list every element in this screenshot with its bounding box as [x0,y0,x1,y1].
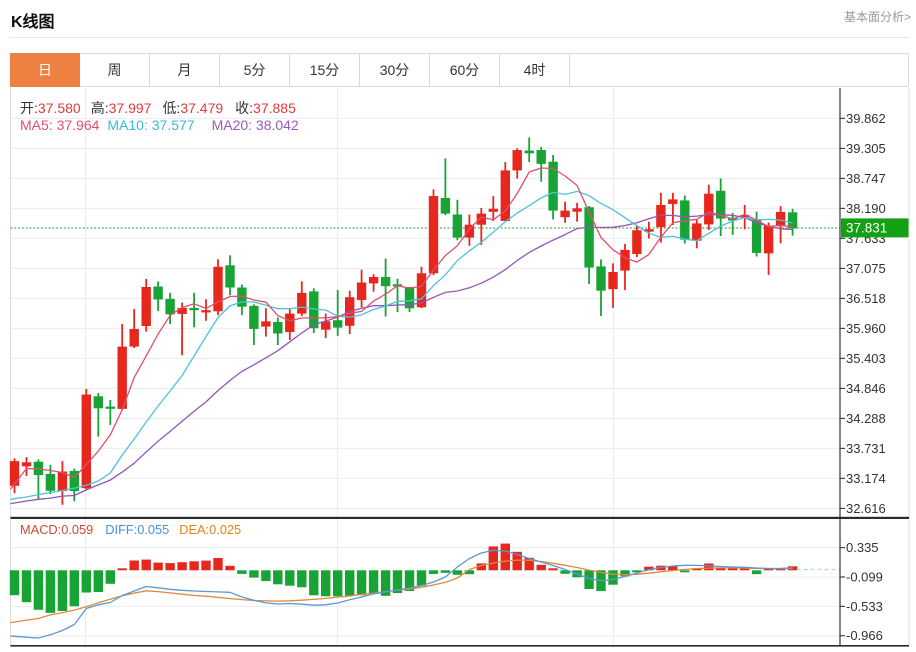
svg-text:-0.966: -0.966 [846,628,883,643]
svg-text:39.862: 39.862 [846,111,886,126]
svg-text:-0.099: -0.099 [846,570,883,585]
svg-text:34.846: 34.846 [846,381,886,396]
svg-text:35.960: 35.960 [846,321,886,336]
svg-text:35.403: 35.403 [846,351,886,366]
svg-text:33.731: 33.731 [846,441,886,456]
svg-text:38.747: 38.747 [846,171,886,186]
svg-text:39.305: 39.305 [846,141,886,156]
svg-text:0.335: 0.335 [846,540,879,555]
svg-text:37.075: 37.075 [846,261,886,276]
svg-text:38.190: 38.190 [846,201,886,216]
svg-text:37.831: 37.831 [846,221,887,236]
svg-text:32.616: 32.616 [846,501,886,516]
svg-text:33.174: 33.174 [846,471,886,486]
svg-text:-0.533: -0.533 [846,599,883,614]
svg-text:36.518: 36.518 [846,291,886,306]
svg-text:34.288: 34.288 [846,411,886,426]
